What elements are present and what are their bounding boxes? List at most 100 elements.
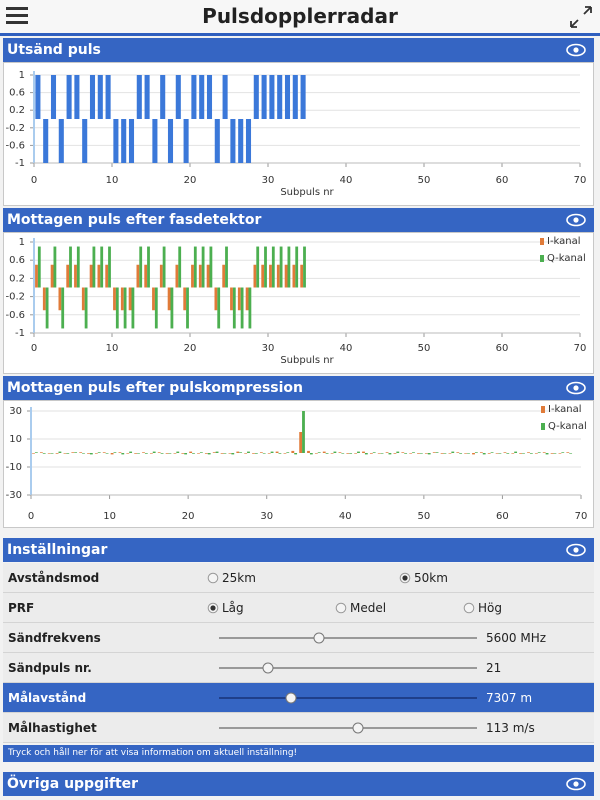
bar (545, 453, 549, 455)
bar (527, 452, 530, 453)
bar (284, 264, 288, 288)
bar (82, 119, 88, 163)
bar (207, 453, 211, 455)
x-tick-label: 40 (340, 175, 353, 186)
bar (300, 264, 304, 288)
chart-panel (3, 400, 594, 528)
y-tick-label: 0.2 (9, 273, 25, 284)
slider-knob (262, 662, 274, 674)
bar (240, 287, 244, 329)
bar (100, 246, 104, 288)
legend-label: I-kanal (547, 236, 581, 247)
bar (76, 246, 80, 288)
bar (199, 75, 205, 119)
bar (427, 453, 431, 455)
bar (566, 452, 570, 453)
bar (79, 452, 83, 453)
panel-header[interactable]: Inställningar (3, 538, 594, 562)
setting-row[interactable]: Avståndsmod 25km 50km (3, 563, 594, 593)
slider[interactable] (213, 658, 483, 678)
x-tick-label: 20 (184, 343, 197, 354)
bar (197, 453, 200, 454)
radio-button[interactable] (335, 602, 347, 614)
bar (314, 453, 318, 454)
eye-icon[interactable] (566, 381, 586, 395)
fullscreen-button[interactable] (568, 4, 594, 30)
y-tick-label: -0.2 (5, 292, 25, 303)
bar (35, 264, 38, 288)
bar (230, 287, 233, 311)
setting-row[interactable]: Målhastighet 113 m/s (3, 713, 594, 743)
bar (295, 246, 299, 288)
y-tick-label: 0.6 (9, 255, 25, 266)
setting-row[interactable]: PRF Låg Medel Hög (3, 593, 594, 623)
bar (322, 451, 326, 453)
radio-ring (335, 602, 347, 614)
bar (231, 453, 235, 455)
bar (134, 453, 138, 454)
bar (43, 119, 49, 163)
bar (401, 452, 405, 453)
bar (113, 452, 117, 453)
bar (136, 264, 140, 288)
bar (432, 452, 436, 453)
bar (176, 451, 180, 453)
bar (514, 451, 518, 453)
setting-row[interactable]: Sändfrekvens 5600 MHz (3, 623, 594, 653)
bar (198, 264, 202, 288)
panel-header[interactable]: Utsänd puls (3, 38, 594, 62)
radio-label: Medel (350, 601, 387, 615)
bar (89, 264, 93, 288)
setting-label: Målhastighet (8, 721, 97, 735)
bar (276, 264, 280, 288)
bar (239, 452, 243, 453)
radio-button[interactable] (207, 572, 219, 584)
bar (66, 264, 70, 288)
bar (220, 453, 224, 454)
slider[interactable] (213, 688, 483, 708)
radio-label: Låg (222, 601, 244, 615)
bar (144, 264, 148, 288)
slider[interactable] (213, 628, 483, 648)
eye-icon[interactable] (566, 43, 586, 57)
bar (443, 453, 447, 454)
panel-header[interactable]: Övriga uppgifter (3, 772, 594, 796)
bar (118, 452, 122, 453)
bar (286, 452, 290, 453)
bar (372, 452, 376, 453)
bar (522, 453, 525, 454)
menu-button[interactable] (6, 6, 30, 26)
eye-icon[interactable] (566, 777, 586, 791)
slider[interactable] (213, 718, 483, 738)
panel-header[interactable]: Mottagen puls efter fasdetektor (3, 208, 594, 232)
bar (435, 452, 439, 453)
bar (451, 451, 455, 453)
bar (490, 452, 494, 453)
setting-row[interactable]: Målavstånd 7307 m (3, 683, 594, 713)
bar (192, 453, 195, 454)
eye-icon[interactable] (566, 213, 586, 227)
bar (105, 453, 109, 454)
radio-button[interactable] (399, 572, 411, 584)
panel-header[interactable]: Mottagen puls efter pulskompression (3, 376, 594, 400)
setting-row[interactable]: Sändpuls nr. 21 (3, 653, 594, 683)
bar (71, 452, 75, 453)
bar (45, 287, 49, 329)
bar (204, 453, 208, 454)
bar (168, 453, 172, 454)
bar (47, 453, 51, 454)
eye-icon[interactable] (566, 543, 586, 557)
panel-title: Mottagen puls efter pulskompression (7, 380, 304, 396)
bar (333, 451, 337, 453)
bar (364, 453, 368, 455)
bar (32, 453, 35, 454)
radio-label: 25km (222, 571, 256, 585)
legend-swatch (541, 423, 545, 430)
bar (284, 75, 291, 119)
bar (270, 451, 274, 453)
radio-button[interactable] (463, 602, 475, 614)
bar (325, 453, 329, 454)
radio-button[interactable] (207, 602, 219, 614)
slider-value: 21 (486, 661, 502, 675)
